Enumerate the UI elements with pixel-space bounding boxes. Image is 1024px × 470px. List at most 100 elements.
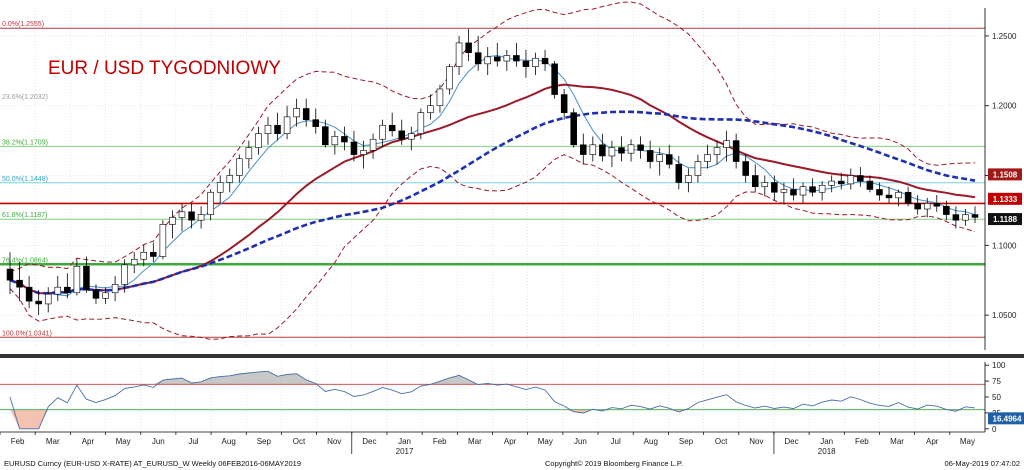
candle-body xyxy=(474,52,482,65)
rsi-y-tick-label: 50 xyxy=(992,393,1001,402)
candle-body xyxy=(16,279,23,288)
candle-body xyxy=(64,286,71,294)
candle-body xyxy=(159,224,167,257)
candle-body xyxy=(83,265,90,291)
lower-band xyxy=(9,154,976,340)
candlesticks xyxy=(6,28,979,316)
x-year-label: 2017 xyxy=(396,447,414,456)
price-badge-label: 1.1188 xyxy=(993,215,1018,224)
candle-body xyxy=(799,186,807,196)
candle-body xyxy=(962,214,969,221)
candle-body xyxy=(952,214,960,221)
x-axis: Feb Mar Apr May Jun Jul Aug Sep Oct Nov Dec Jan Feb M… xyxy=(0,431,985,456)
candle-body xyxy=(111,284,119,294)
y-tick-label: 1.0500 xyxy=(992,311,1017,320)
candle-body xyxy=(274,124,281,134)
candle-body xyxy=(771,182,778,193)
x-tick-label: Jun xyxy=(574,437,587,446)
candle-body xyxy=(732,140,740,162)
rsi-line xyxy=(9,370,976,430)
candle-body xyxy=(933,203,941,207)
x-tick-label: Jan xyxy=(398,437,411,446)
fib-label: 0.0%(1.2555) xyxy=(2,21,44,28)
candle-body xyxy=(675,164,683,183)
fib-label: 100.0%(1.0341) xyxy=(2,330,52,337)
y-tick-label: 1.2500 xyxy=(992,32,1017,41)
candle-body xyxy=(876,189,883,196)
candle-body xyxy=(121,264,128,285)
x-tick-label: Jan xyxy=(820,437,833,446)
x-tick-label: Sep xyxy=(257,437,272,446)
candle-body xyxy=(599,144,606,157)
candle-body xyxy=(302,108,310,120)
price-badge-label: 1.1508 xyxy=(993,170,1018,179)
fib-label: 61.8%(1.1187) xyxy=(2,212,47,219)
candle-body xyxy=(245,147,253,160)
candle-body xyxy=(54,286,62,295)
candle-body xyxy=(904,191,912,204)
candle-body xyxy=(216,182,224,193)
candle-body xyxy=(331,136,339,146)
candle-body xyxy=(580,144,587,155)
candle-body xyxy=(6,268,14,281)
candle-body xyxy=(637,144,644,151)
candle-body xyxy=(283,116,291,134)
candle-body xyxy=(761,182,769,187)
x-tick-label: Feb xyxy=(11,437,25,446)
main-horizontal-levels xyxy=(0,27,985,338)
candle-body xyxy=(618,147,625,154)
fib-label: 76.4%(1.0864) xyxy=(2,257,48,264)
rsi-fill xyxy=(10,371,975,385)
bollinger-bands xyxy=(9,1,976,340)
x-tick-label: Apr xyxy=(926,437,939,446)
candle-body xyxy=(971,214,979,218)
candle-body xyxy=(780,189,788,193)
candle-body xyxy=(484,56,491,65)
candle-body xyxy=(350,141,358,155)
candle-body xyxy=(360,150,367,155)
x-tick-label: Apr xyxy=(82,437,95,446)
candle-body xyxy=(751,175,759,187)
candle-body xyxy=(73,265,81,294)
candle-body xyxy=(44,293,52,305)
x-tick-label: Nov xyxy=(749,437,763,446)
candle-body xyxy=(589,144,597,155)
candle-body xyxy=(322,126,329,146)
candle-body xyxy=(35,300,42,305)
candle-body xyxy=(255,133,262,148)
x-tick-label: Oct xyxy=(715,437,728,446)
candle-body xyxy=(627,144,635,154)
rsi-badge-box xyxy=(988,412,1024,425)
fibonacci-labels: 0.0%(1.2555) 23.6%(1.2032) 38.2%(1.1709) 50… xyxy=(2,21,52,337)
fib-label: 38.2%(1.1709) xyxy=(2,139,48,146)
x-tick-label: Sep xyxy=(679,437,694,446)
panel-divider xyxy=(0,354,1024,358)
candle-body xyxy=(809,186,816,193)
candle-body xyxy=(236,158,243,176)
candle-body xyxy=(923,203,931,210)
candle-body xyxy=(885,194,893,199)
price-badge xyxy=(988,168,1022,181)
candle-body xyxy=(293,108,300,118)
candle-body xyxy=(847,175,855,185)
candle-body xyxy=(685,175,692,183)
price-badge xyxy=(988,192,1022,205)
candle-body xyxy=(665,154,673,165)
rsi-y-tick-label: 0 xyxy=(992,425,997,434)
x-tick-label: May xyxy=(116,437,131,446)
candle-body xyxy=(570,112,577,146)
candle-body xyxy=(188,211,195,221)
x-tick-label: Jul xyxy=(188,437,198,446)
price-badge xyxy=(988,213,1022,226)
x-tick-label: Apr xyxy=(504,437,517,446)
candle-body xyxy=(102,292,109,299)
candle-body xyxy=(866,180,874,190)
candle-body xyxy=(837,180,845,185)
x-tick-label: Aug xyxy=(644,437,658,446)
candle-body xyxy=(560,94,568,113)
candle-body xyxy=(398,130,405,140)
x-year-label: 2018 xyxy=(818,447,836,456)
rsi-y-tick-label: 75 xyxy=(992,377,1001,386)
